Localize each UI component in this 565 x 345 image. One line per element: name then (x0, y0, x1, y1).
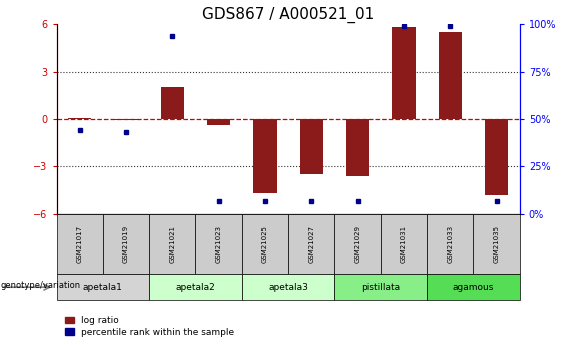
Bar (68, 118, 92, 119)
Bar (300, 119, 323, 174)
Text: apetala3: apetala3 (268, 283, 308, 292)
Text: GSM21021: GSM21021 (170, 225, 175, 263)
Text: GSM21035: GSM21035 (494, 225, 499, 263)
Bar (161, 87, 184, 119)
Text: GSM21023: GSM21023 (216, 225, 221, 263)
Text: GSM21031: GSM21031 (401, 225, 407, 263)
Text: apetala2: apetala2 (176, 283, 215, 292)
Bar (393, 27, 416, 119)
Text: GSM21027: GSM21027 (308, 225, 314, 263)
Legend: log ratio, percentile rank within the sample: log ratio, percentile rank within the sa… (61, 313, 238, 341)
Bar (254, 119, 277, 193)
Text: GSM21017: GSM21017 (77, 225, 82, 263)
Bar (115, 119, 138, 120)
Text: apetala1: apetala1 (83, 283, 123, 292)
Bar (485, 119, 508, 195)
Bar (346, 119, 370, 176)
Text: GSM21033: GSM21033 (447, 225, 453, 263)
Text: genotype/variation: genotype/variation (1, 281, 81, 290)
Bar (207, 119, 231, 125)
Text: GSM21025: GSM21025 (262, 225, 268, 263)
Text: GSM21029: GSM21029 (355, 225, 360, 263)
Bar (439, 32, 462, 119)
Text: pistillata: pistillata (361, 283, 401, 292)
Text: GSM21019: GSM21019 (123, 225, 129, 263)
Text: agamous: agamous (453, 283, 494, 292)
Title: GDS867 / A000521_01: GDS867 / A000521_01 (202, 7, 374, 23)
